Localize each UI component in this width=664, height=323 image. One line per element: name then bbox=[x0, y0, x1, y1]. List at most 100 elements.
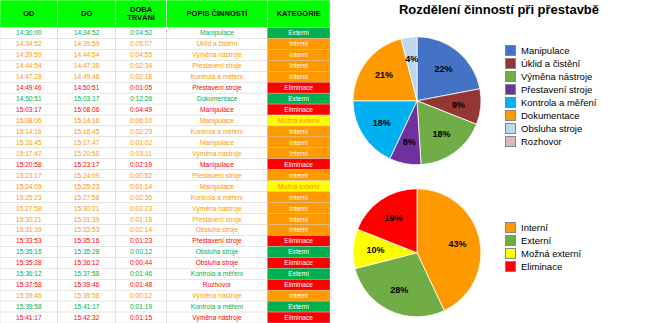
svg-text:Interní: Interní bbox=[289, 128, 308, 135]
svg-text:DOBATRVÁNÍ: DOBATRVÁNÍ bbox=[127, 5, 156, 23]
svg-text:Interní: Interní bbox=[289, 216, 308, 223]
svg-text:0:03:11: 0:03:11 bbox=[130, 150, 152, 157]
svg-text:14:30:00: 14:30:00 bbox=[16, 29, 42, 36]
svg-text:0:04:49: 0:04:49 bbox=[130, 106, 152, 113]
svg-text:Interní: Interní bbox=[289, 73, 308, 80]
svg-text:0:01:19: 0:01:19 bbox=[130, 303, 152, 310]
svg-text:15:25:23: 15:25:23 bbox=[16, 194, 42, 201]
svg-text:15:20:58: 15:20:58 bbox=[74, 150, 100, 157]
svg-text:Kontrola a měření: Kontrola a měření bbox=[191, 73, 244, 80]
svg-text:14:47:28: 14:47:28 bbox=[16, 73, 42, 80]
svg-text:0:02:19: 0:02:19 bbox=[130, 161, 152, 168]
svg-text:15:39:58: 15:39:58 bbox=[16, 303, 42, 310]
svg-text:18%: 18% bbox=[373, 118, 391, 128]
svg-text:Výměna nástroje: Výměna nástroje bbox=[192, 51, 242, 59]
svg-text:15:08:06: 15:08:06 bbox=[74, 106, 100, 113]
svg-text:0:00:12: 0:00:12 bbox=[130, 248, 152, 255]
svg-text:15:27:58: 15:27:58 bbox=[16, 205, 42, 212]
svg-text:Manipulace: Manipulace bbox=[200, 139, 234, 147]
svg-text:Manipulace: Manipulace bbox=[200, 29, 234, 37]
svg-text:0:01:18: 0:01:18 bbox=[130, 216, 152, 223]
svg-text:0:05:07: 0:05:07 bbox=[130, 40, 152, 47]
svg-text:0:01:05: 0:01:05 bbox=[130, 84, 152, 91]
svg-text:43%: 43% bbox=[449, 238, 467, 248]
svg-text:15:17:47: 15:17:47 bbox=[16, 150, 42, 157]
svg-text:Výměna nástroje: Výměna nástroje bbox=[192, 292, 242, 300]
svg-text:15:41:17: 15:41:17 bbox=[74, 303, 100, 310]
svg-text:15:35:16: 15:35:16 bbox=[74, 237, 100, 244]
svg-text:0:02:23: 0:02:23 bbox=[130, 205, 152, 212]
svg-text:14:34:52: 14:34:52 bbox=[74, 29, 100, 36]
svg-text:Rozhovor: Rozhovor bbox=[203, 281, 232, 288]
svg-text:Interní: Interní bbox=[289, 150, 308, 157]
svg-text:Obsluha stroje: Obsluha stroje bbox=[196, 226, 239, 234]
svg-text:15:08:06: 15:08:06 bbox=[16, 117, 42, 124]
svg-text:Možná externí: Možná externí bbox=[278, 183, 320, 190]
svg-text:10%: 10% bbox=[366, 245, 384, 255]
svg-text:15:30:21: 15:30:21 bbox=[74, 205, 100, 212]
svg-text:Externí: Externí bbox=[288, 248, 309, 255]
svg-text:15:23:17: 15:23:17 bbox=[74, 161, 100, 168]
svg-text:22%: 22% bbox=[435, 64, 453, 74]
svg-text:Eliminace: Eliminace bbox=[284, 314, 313, 321]
svg-text:0:04:52: 0:04:52 bbox=[130, 29, 152, 36]
svg-text:14:44:54: 14:44:54 bbox=[74, 51, 100, 58]
svg-text:8%: 8% bbox=[403, 137, 416, 147]
svg-text:0:06:10: 0:06:10 bbox=[130, 117, 152, 124]
svg-text:0:02:34: 0:02:34 bbox=[130, 62, 152, 69]
svg-text:14:44:54: 14:44:54 bbox=[16, 62, 42, 69]
svg-text:Eliminace: Eliminace bbox=[284, 161, 313, 168]
svg-text:4%: 4% bbox=[405, 54, 418, 64]
svg-text:Obsluha stroje: Obsluha stroje bbox=[196, 259, 239, 267]
svg-text:15:35:28: 15:35:28 bbox=[74, 248, 100, 255]
svg-text:15:14:16: 15:14:16 bbox=[74, 117, 100, 124]
svg-text:Interní: Interní bbox=[289, 226, 308, 233]
svg-text:15:41:17: 15:41:17 bbox=[16, 314, 42, 321]
svg-text:15:16:45: 15:16:45 bbox=[16, 139, 42, 146]
svg-text:15:31:39: 15:31:39 bbox=[74, 216, 100, 223]
svg-text:0:01:14: 0:01:14 bbox=[130, 183, 152, 190]
svg-text:28%: 28% bbox=[390, 285, 408, 295]
svg-text:Kontrola a měření: Kontrola a měření bbox=[191, 270, 244, 277]
svg-text:15:33:53: 15:33:53 bbox=[16, 237, 42, 244]
svg-text:15:37:58: 15:37:58 bbox=[74, 270, 100, 277]
svg-text:0:00:44: 0:00:44 bbox=[130, 259, 152, 266]
svg-text:14:50:51: 14:50:51 bbox=[16, 95, 42, 102]
svg-text:Externí: Externí bbox=[288, 95, 309, 102]
svg-text:Interní: Interní bbox=[289, 139, 308, 146]
svg-text:DO: DO bbox=[81, 9, 92, 18]
svg-text:15:03:17: 15:03:17 bbox=[16, 106, 42, 113]
svg-text:Interní: Interní bbox=[289, 205, 308, 212]
svg-text:0:04:55: 0:04:55 bbox=[130, 51, 152, 58]
svg-text:15:31:39: 15:31:39 bbox=[16, 226, 42, 233]
svg-text:0:01:02: 0:01:02 bbox=[130, 139, 152, 146]
svg-text:Externí: Externí bbox=[288, 303, 309, 310]
svg-text:Interní: Interní bbox=[289, 40, 308, 47]
svg-text:Přestavení stroje: Přestavení stroje bbox=[192, 84, 242, 92]
svg-text:Eliminace: Eliminace bbox=[284, 237, 313, 244]
svg-text:15:42:32: 15:42:32 bbox=[74, 314, 100, 321]
svg-text:15:25:23: 15:25:23 bbox=[74, 183, 100, 190]
svg-text:Interní: Interní bbox=[289, 172, 308, 179]
svg-text:0:02:29: 0:02:29 bbox=[130, 128, 152, 135]
svg-text:15:36:12: 15:36:12 bbox=[74, 259, 100, 266]
svg-text:Interní: Interní bbox=[289, 292, 308, 299]
svg-text:Eliminace: Eliminace bbox=[284, 84, 313, 91]
svg-text:Kontrola a měření: Kontrola a měření bbox=[191, 128, 244, 135]
svg-text:15:36:12: 15:36:12 bbox=[16, 270, 42, 277]
svg-text:0:01:15: 0:01:15 bbox=[130, 314, 152, 321]
svg-text:0:00:52: 0:00:52 bbox=[130, 172, 152, 179]
svg-text:Manipulace: Manipulace bbox=[200, 117, 234, 125]
svg-text:15:14:16: 15:14:16 bbox=[16, 128, 42, 135]
svg-text:15:20:58: 15:20:58 bbox=[16, 161, 42, 168]
svg-text:Dokumentace: Dokumentace bbox=[197, 95, 238, 102]
svg-text:21%: 21% bbox=[375, 70, 393, 80]
svg-text:19%: 19% bbox=[385, 213, 403, 223]
svg-text:Kontrola a měření: Kontrola a měření bbox=[191, 303, 244, 310]
svg-text:15:39:46: 15:39:46 bbox=[16, 292, 42, 299]
svg-text:15:39:46: 15:39:46 bbox=[74, 281, 100, 288]
svg-text:0:00:12: 0:00:12 bbox=[130, 292, 152, 299]
svg-text:Eliminace: Eliminace bbox=[284, 259, 313, 266]
svg-text:9%: 9% bbox=[452, 100, 465, 110]
svg-text:Externí: Externí bbox=[288, 29, 309, 36]
